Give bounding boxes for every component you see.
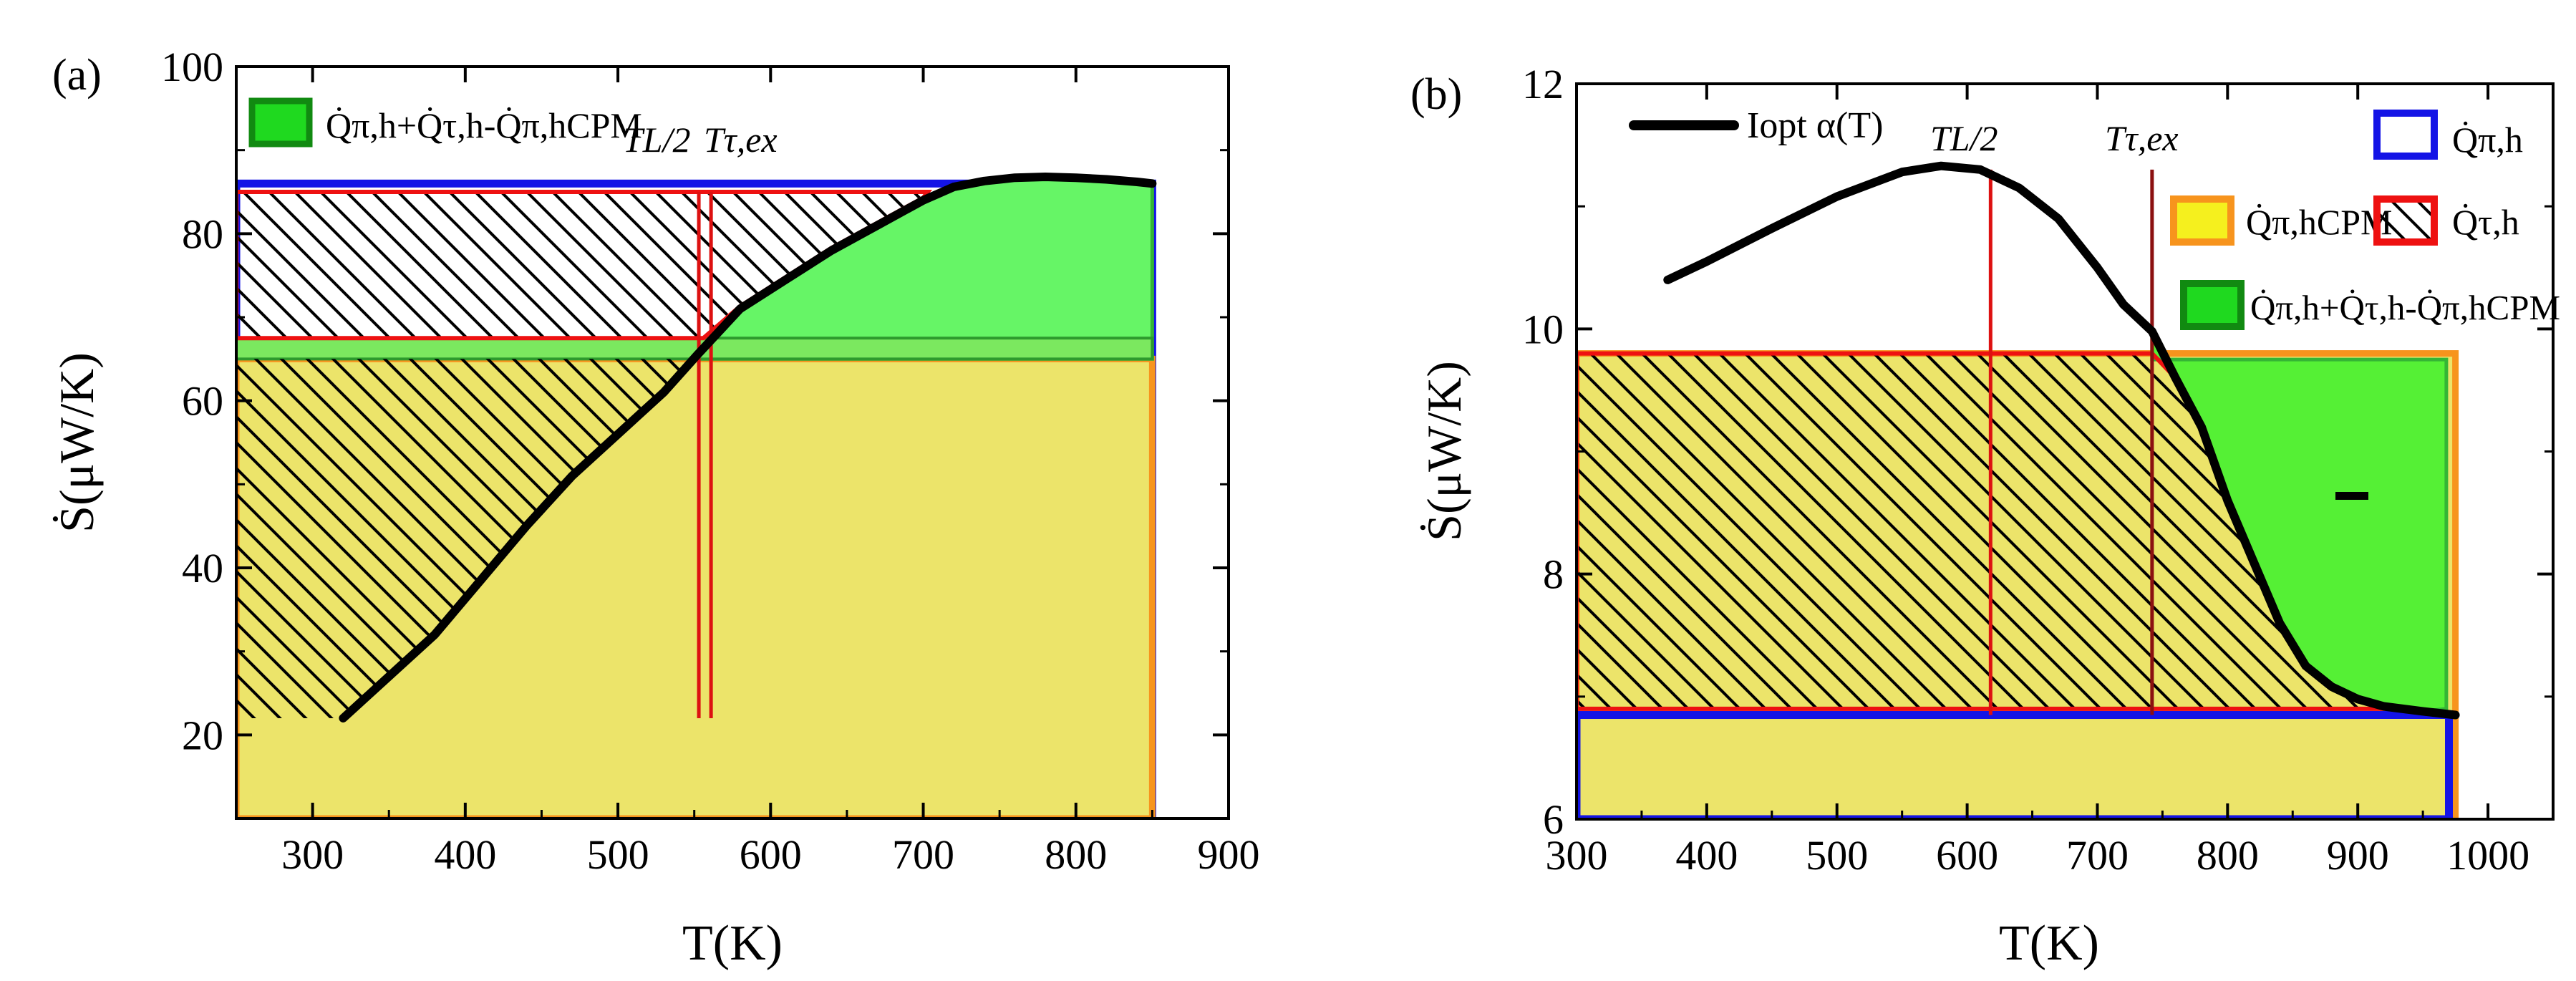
panel-b-region-pi-h [1577, 711, 2454, 819]
panel-a-label: (a) [52, 51, 102, 100]
panel-b: 300 400 500 600 700 800 900 1000 6 8 10 12 (b) T(K)… [1410, 61, 2560, 971]
panel-b-label: (b) [1410, 70, 1462, 119]
panel-b-data-curve [1663, 161, 2460, 720]
b-xtick-label: 400 [1675, 832, 1738, 879]
panel-b-marker-label-tl2: TL/2 [1930, 118, 1998, 158]
a-ytick-label: 20 [182, 712, 223, 758]
panel-b-legend-label-cpm: Q̇π,hCPM [2246, 202, 2392, 242]
panel-b-xlabel: T(K) [1999, 916, 2099, 971]
panel-b-legend-label-green: Q̇π,h+Q̇τ,h-Q̇π,hCPM [2250, 288, 2560, 327]
b-ytick-label: 8 [1543, 551, 1564, 598]
a-ytick-label: 40 [182, 545, 223, 591]
b-xtick-label: 300 [1546, 832, 1608, 879]
a-xtick-label: 300 [281, 831, 344, 878]
a-xtick-label: 600 [740, 831, 802, 878]
b-xtick-label: 1000 [2446, 832, 2529, 879]
b-xtick-label: 600 [1936, 832, 1998, 879]
panel-b-legend-swatch-pi-h [2373, 110, 2438, 160]
panel-a-axes-frame [235, 65, 1230, 820]
b-xtick-label: 500 [1806, 832, 1868, 879]
panel-b-marker-label-ttau: Tτ,ex [2105, 118, 2179, 158]
a-xtick-label: 900 [1198, 831, 1260, 878]
a-ytick-label: 100 [161, 44, 223, 90]
panel-b-legend-label-iopt: Iopt α(T) [1747, 105, 1883, 146]
panel-b-plot-area [1577, 161, 2460, 819]
a-ytick-label: 60 [182, 378, 223, 425]
panel-a: 300 400 500 600 700 800 900 20 40 60 80 100 (a) T(K… [49, 44, 1260, 971]
panel-a-marker-label-tl2: TL/2 [623, 120, 691, 160]
a-xtick-label: 500 [587, 831, 649, 878]
b-ytick-label: 6 [1543, 796, 1564, 843]
panel-a-legend-label-green: Q̇π,h+Q̇τ,h-Q̇π,hCPM [326, 105, 642, 145]
a-ytick-label: 80 [182, 211, 223, 257]
panel-a-plot-area [236, 173, 1157, 818]
panel-a-ticks: 300 400 500 600 700 800 900 20 40 60 80 100 [161, 44, 1260, 878]
panel-a-region-lower-hatch [236, 354, 697, 718]
panel-b-ticks: 300 400 500 600 700 800 900 1000 6 8 10 12 [1522, 61, 2553, 879]
panel-b-dash-mark [2335, 492, 2368, 500]
b-xtick-label: 900 [2327, 832, 2389, 879]
panel-b-legend-swatch-cpm [2170, 195, 2234, 246]
a-xtick-label: 400 [434, 831, 496, 878]
panel-b-ylabel: Ṡ(μW/K) [1417, 361, 1471, 541]
b-ytick-label: 10 [1522, 306, 1564, 352]
panel-b-legend-swatch-tau-h [2373, 195, 2438, 246]
a-xtick-label: 700 [892, 831, 954, 878]
panel-a-xlabel: T(K) [682, 916, 783, 971]
panel-a-region-tau-h-hatch [236, 192, 928, 339]
panel-b-legend-label-tau-h: Q̇τ,h [2452, 202, 2519, 242]
panel-a-legend-swatch-green [248, 97, 313, 148]
b-xtick-label: 800 [2197, 832, 2259, 879]
panel-a-ylabel: Ṡ(μW/K) [49, 352, 104, 533]
panel-b-legend-swatch-green [2180, 280, 2245, 330]
panel-a-marker-label-ttau: Tτ,ex [704, 120, 778, 160]
b-xtick-label: 700 [2066, 832, 2129, 879]
a-xtick-label: 800 [1045, 831, 1107, 878]
panel-a-data-curve [339, 173, 1157, 723]
b-ytick-label: 12 [1522, 61, 1564, 107]
panel-b-legend-label-pi-h: Q̇π,h [2452, 120, 2523, 160]
